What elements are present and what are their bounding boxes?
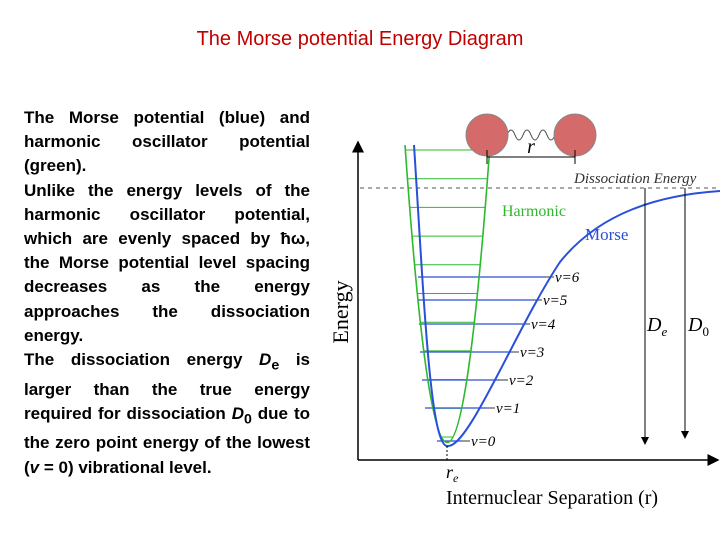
level-label: v=4 xyxy=(531,317,556,333)
paragraph: Unlike the energy levels of the harmonic… xyxy=(24,179,310,348)
y-axis-label: Energy xyxy=(328,280,353,343)
symbol: D xyxy=(646,314,662,336)
subscript: 0 xyxy=(702,324,709,339)
de-label: De xyxy=(646,314,667,339)
subscript: e xyxy=(453,471,459,485)
morse-label: Morse xyxy=(585,225,628,244)
text: The Morse potential (blue) and harmonic … xyxy=(24,108,310,176)
x-axis-label: Internuclear Separation (r) xyxy=(446,487,658,509)
dissociation-label: Dissociation Energy xyxy=(573,171,697,187)
symbol: D xyxy=(687,314,703,336)
paragraph: The Morse potential (blue) and harmonic … xyxy=(24,106,310,179)
subscript: e xyxy=(271,357,280,374)
level-label: v=0 xyxy=(471,434,496,450)
subscript: 0 xyxy=(243,411,252,428)
bond-label: r xyxy=(527,136,535,158)
level-label: v=5 xyxy=(543,293,568,309)
text: Unlike the energy levels of the harmonic… xyxy=(24,180,310,345)
text: The dissociation energy xyxy=(24,350,260,370)
spring xyxy=(506,129,556,141)
harmonic-label: Harmonic xyxy=(502,203,566,220)
symbol: D xyxy=(231,403,244,423)
symbol: v xyxy=(29,457,40,477)
text-body: The Morse potential (blue) and harmonic … xyxy=(24,106,310,480)
d0-label: D0 xyxy=(687,314,709,339)
level-label: v=2 xyxy=(509,373,534,389)
text: due to the zero point energy of the lowe… xyxy=(24,403,310,477)
symbol: D xyxy=(259,350,272,370)
subscript: e xyxy=(661,324,667,339)
text: = 0) vibrational level. xyxy=(39,457,212,477)
text: is larger than the true energy required … xyxy=(24,350,311,423)
level-label: v=6 xyxy=(555,270,580,286)
atom xyxy=(465,113,509,157)
level-label: v=1 xyxy=(496,401,520,417)
energy-levels xyxy=(404,149,554,442)
symbol: r xyxy=(446,462,454,482)
morse-curve xyxy=(413,144,720,447)
atom xyxy=(553,113,597,157)
harmonic-curve xyxy=(404,144,491,443)
re-label: re xyxy=(446,462,459,485)
level-label: v=3 xyxy=(520,345,544,361)
title: The Morse potential Energy Diagram xyxy=(196,28,524,50)
paragraph: The dissociation energy De is larger tha… xyxy=(24,348,310,480)
